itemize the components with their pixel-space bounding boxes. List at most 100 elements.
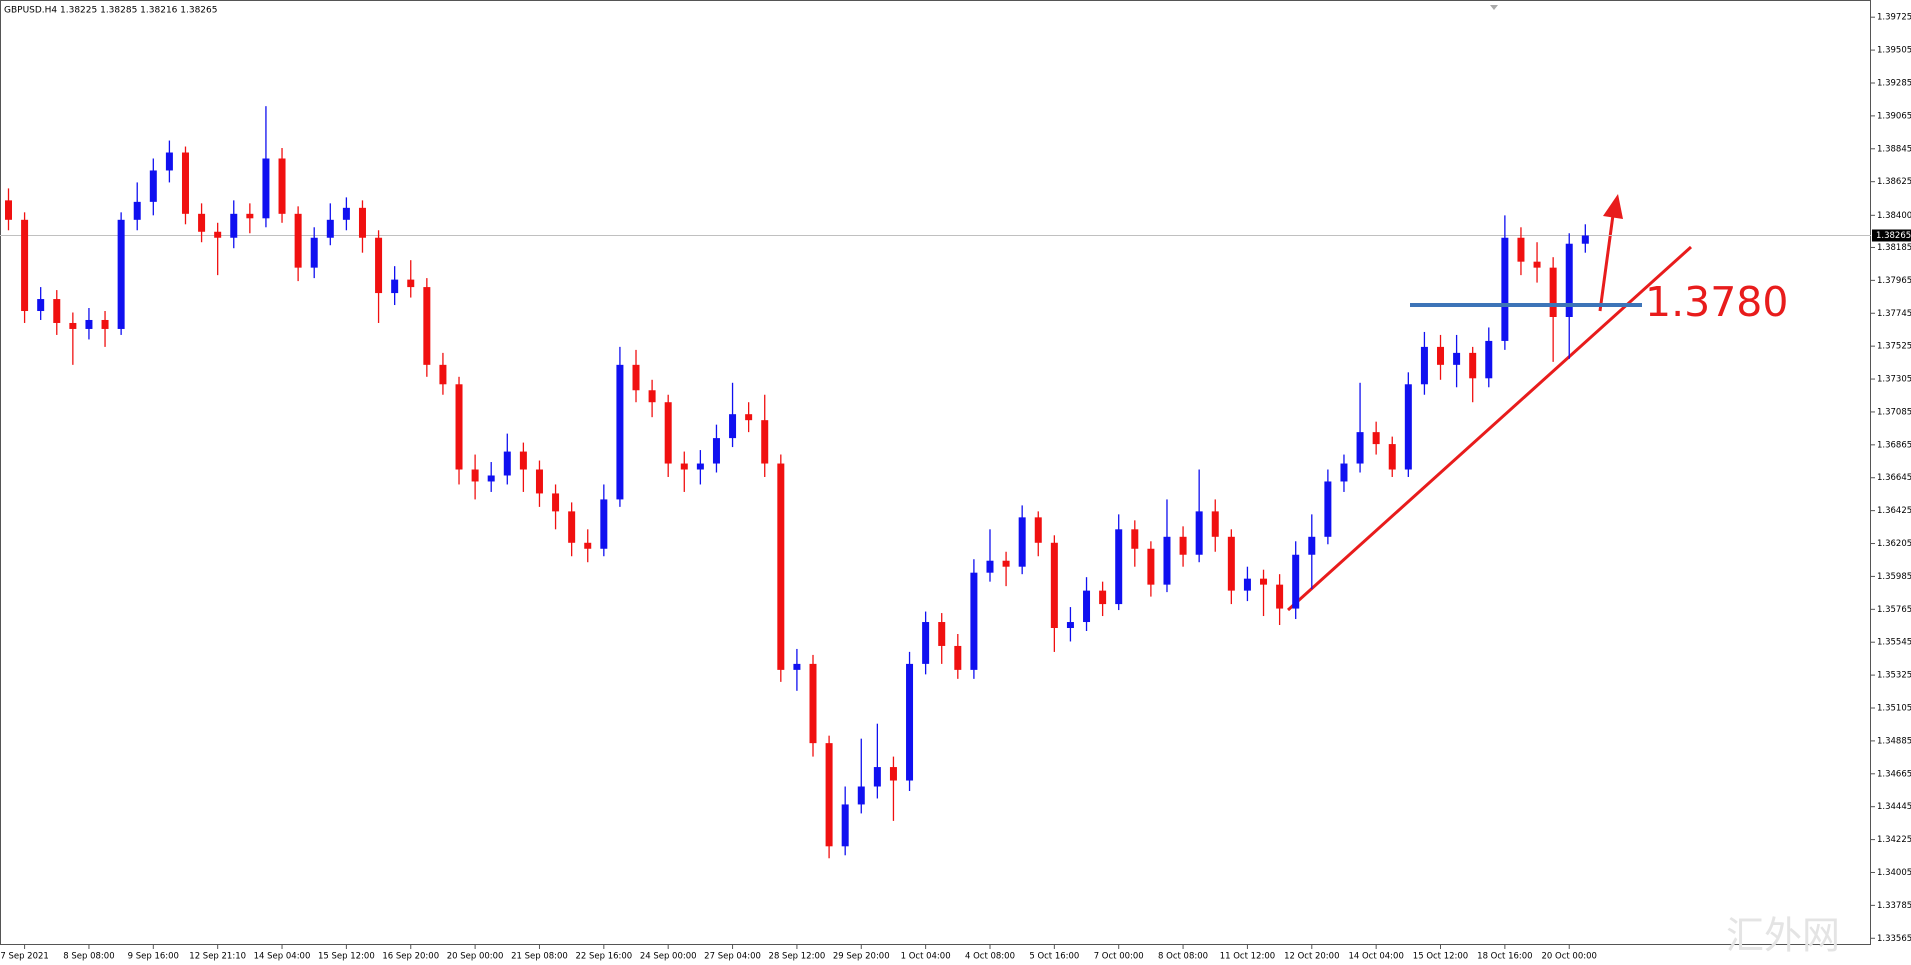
candle-body [1501, 237, 1509, 341]
candle-body [1356, 432, 1364, 464]
candle-body [1340, 463, 1348, 482]
candle-body [69, 322, 77, 329]
candle-body [37, 299, 45, 312]
candle-body [278, 158, 286, 214]
candle-body [53, 299, 61, 323]
candle-body [519, 451, 527, 470]
candle-body [954, 645, 962, 670]
candle-body [1018, 517, 1026, 567]
y-tick-label: 1.38400 [1877, 211, 1911, 221]
candle-body [825, 743, 833, 847]
shift-marker [1490, 5, 1498, 10]
y-tick-label: 1.36645 [1877, 473, 1911, 483]
y-tick-label: 1.33785 [1877, 901, 1911, 911]
candle-body [616, 364, 624, 500]
candle-body [970, 572, 978, 670]
candle-body [568, 511, 576, 543]
candle-body [873, 767, 881, 787]
arrow-head [1603, 194, 1623, 219]
x-tick-label: 12 Oct 20:00 [1284, 952, 1339, 962]
y-tick-label: 1.38625 [1877, 177, 1911, 187]
x-tick-label: 18 Oct 16:00 [1477, 952, 1532, 962]
candle-body [294, 213, 302, 268]
candle-body [101, 319, 109, 329]
x-tick-label: 29 Sep 20:00 [833, 952, 890, 962]
candle-body [889, 767, 897, 781]
candle-body [793, 663, 801, 670]
candle-body [1292, 554, 1300, 609]
candle-body [407, 279, 415, 288]
candle-body [133, 201, 141, 220]
y-tick-label: 1.37525 [1877, 342, 1911, 352]
x-tick-label: 8 Sep 08:00 [63, 952, 114, 962]
x-tick-label: 16 Sep 20:00 [382, 952, 439, 962]
y-tick-label: 1.38845 [1877, 144, 1911, 154]
candle-body [1581, 235, 1589, 244]
x-tick-label: 14 Sep 04:00 [254, 952, 311, 962]
y-tick-label: 1.34005 [1877, 868, 1911, 878]
candle-body [230, 213, 238, 238]
candle-body [1083, 590, 1091, 623]
x-tick-label: 24 Sep 00:00 [640, 952, 697, 962]
candle-body [1050, 542, 1058, 629]
candle-body [85, 319, 93, 329]
candle-body [1147, 548, 1155, 585]
candle-body [391, 279, 399, 294]
candle-body [1404, 384, 1412, 470]
y-tick-label: 1.34225 [1877, 835, 1911, 845]
candle-body [535, 469, 543, 494]
candle-body [1372, 432, 1380, 445]
candle-body [1485, 340, 1493, 379]
candle-body [552, 493, 560, 512]
candle-body [1066, 622, 1074, 629]
candle-body [729, 414, 737, 439]
y-tick-label: 1.37085 [1877, 407, 1911, 417]
candle-body [342, 207, 350, 220]
candle-body [922, 622, 930, 664]
x-tick-label: 15 Sep 12:00 [318, 952, 375, 962]
candle-body [262, 158, 270, 219]
candle-body [310, 237, 318, 268]
y-tick-label: 1.39505 [1877, 46, 1911, 56]
candle-body [1002, 560, 1010, 567]
current-price-label: 1.38265 [1876, 231, 1911, 241]
candle-body [198, 213, 206, 232]
x-tick-label: 8 Oct 08:00 [1158, 952, 1208, 962]
x-tick-label: 7 Oct 00:00 [1094, 952, 1144, 962]
y-tick-label: 1.36865 [1877, 440, 1911, 450]
candle-body [1517, 237, 1525, 262]
candle-body [1034, 517, 1042, 543]
y-tick-label: 1.35325 [1877, 671, 1911, 681]
y-tick-label: 1.33565 [1877, 934, 1911, 944]
candle-body [181, 152, 189, 214]
y-tick-label: 1.39725 [1877, 13, 1911, 23]
candle-body [5, 200, 12, 220]
candle-body [246, 213, 254, 219]
candle-body [938, 622, 946, 646]
y-tick-label: 1.35765 [1877, 605, 1911, 615]
candle-body [1437, 346, 1445, 365]
candle-body [117, 219, 125, 329]
candle-body [1388, 444, 1396, 470]
candle-body [1469, 352, 1477, 379]
x-tick-label: 7 Sep 2021 [0, 952, 48, 962]
x-tick-label: 1 Oct 04:00 [901, 952, 951, 962]
candle-body [1195, 511, 1203, 555]
x-tick-label: 4 Oct 08:00 [965, 952, 1015, 962]
candle-body [1115, 529, 1123, 605]
candle-body [841, 804, 849, 847]
candle-body [471, 469, 479, 482]
candle-body [358, 207, 366, 238]
candle-body [745, 414, 753, 421]
y-tick-label: 1.36205 [1877, 539, 1911, 549]
candle-body [664, 402, 672, 464]
candle-body [1163, 536, 1171, 585]
y-tick-label: 1.35105 [1877, 704, 1911, 714]
y-tick-label: 1.39285 [1877, 78, 1911, 88]
candle-body [1179, 536, 1187, 555]
candle-body [423, 287, 431, 365]
candle-body [439, 364, 447, 385]
candle-body [1324, 481, 1332, 537]
candle-body [809, 663, 817, 744]
